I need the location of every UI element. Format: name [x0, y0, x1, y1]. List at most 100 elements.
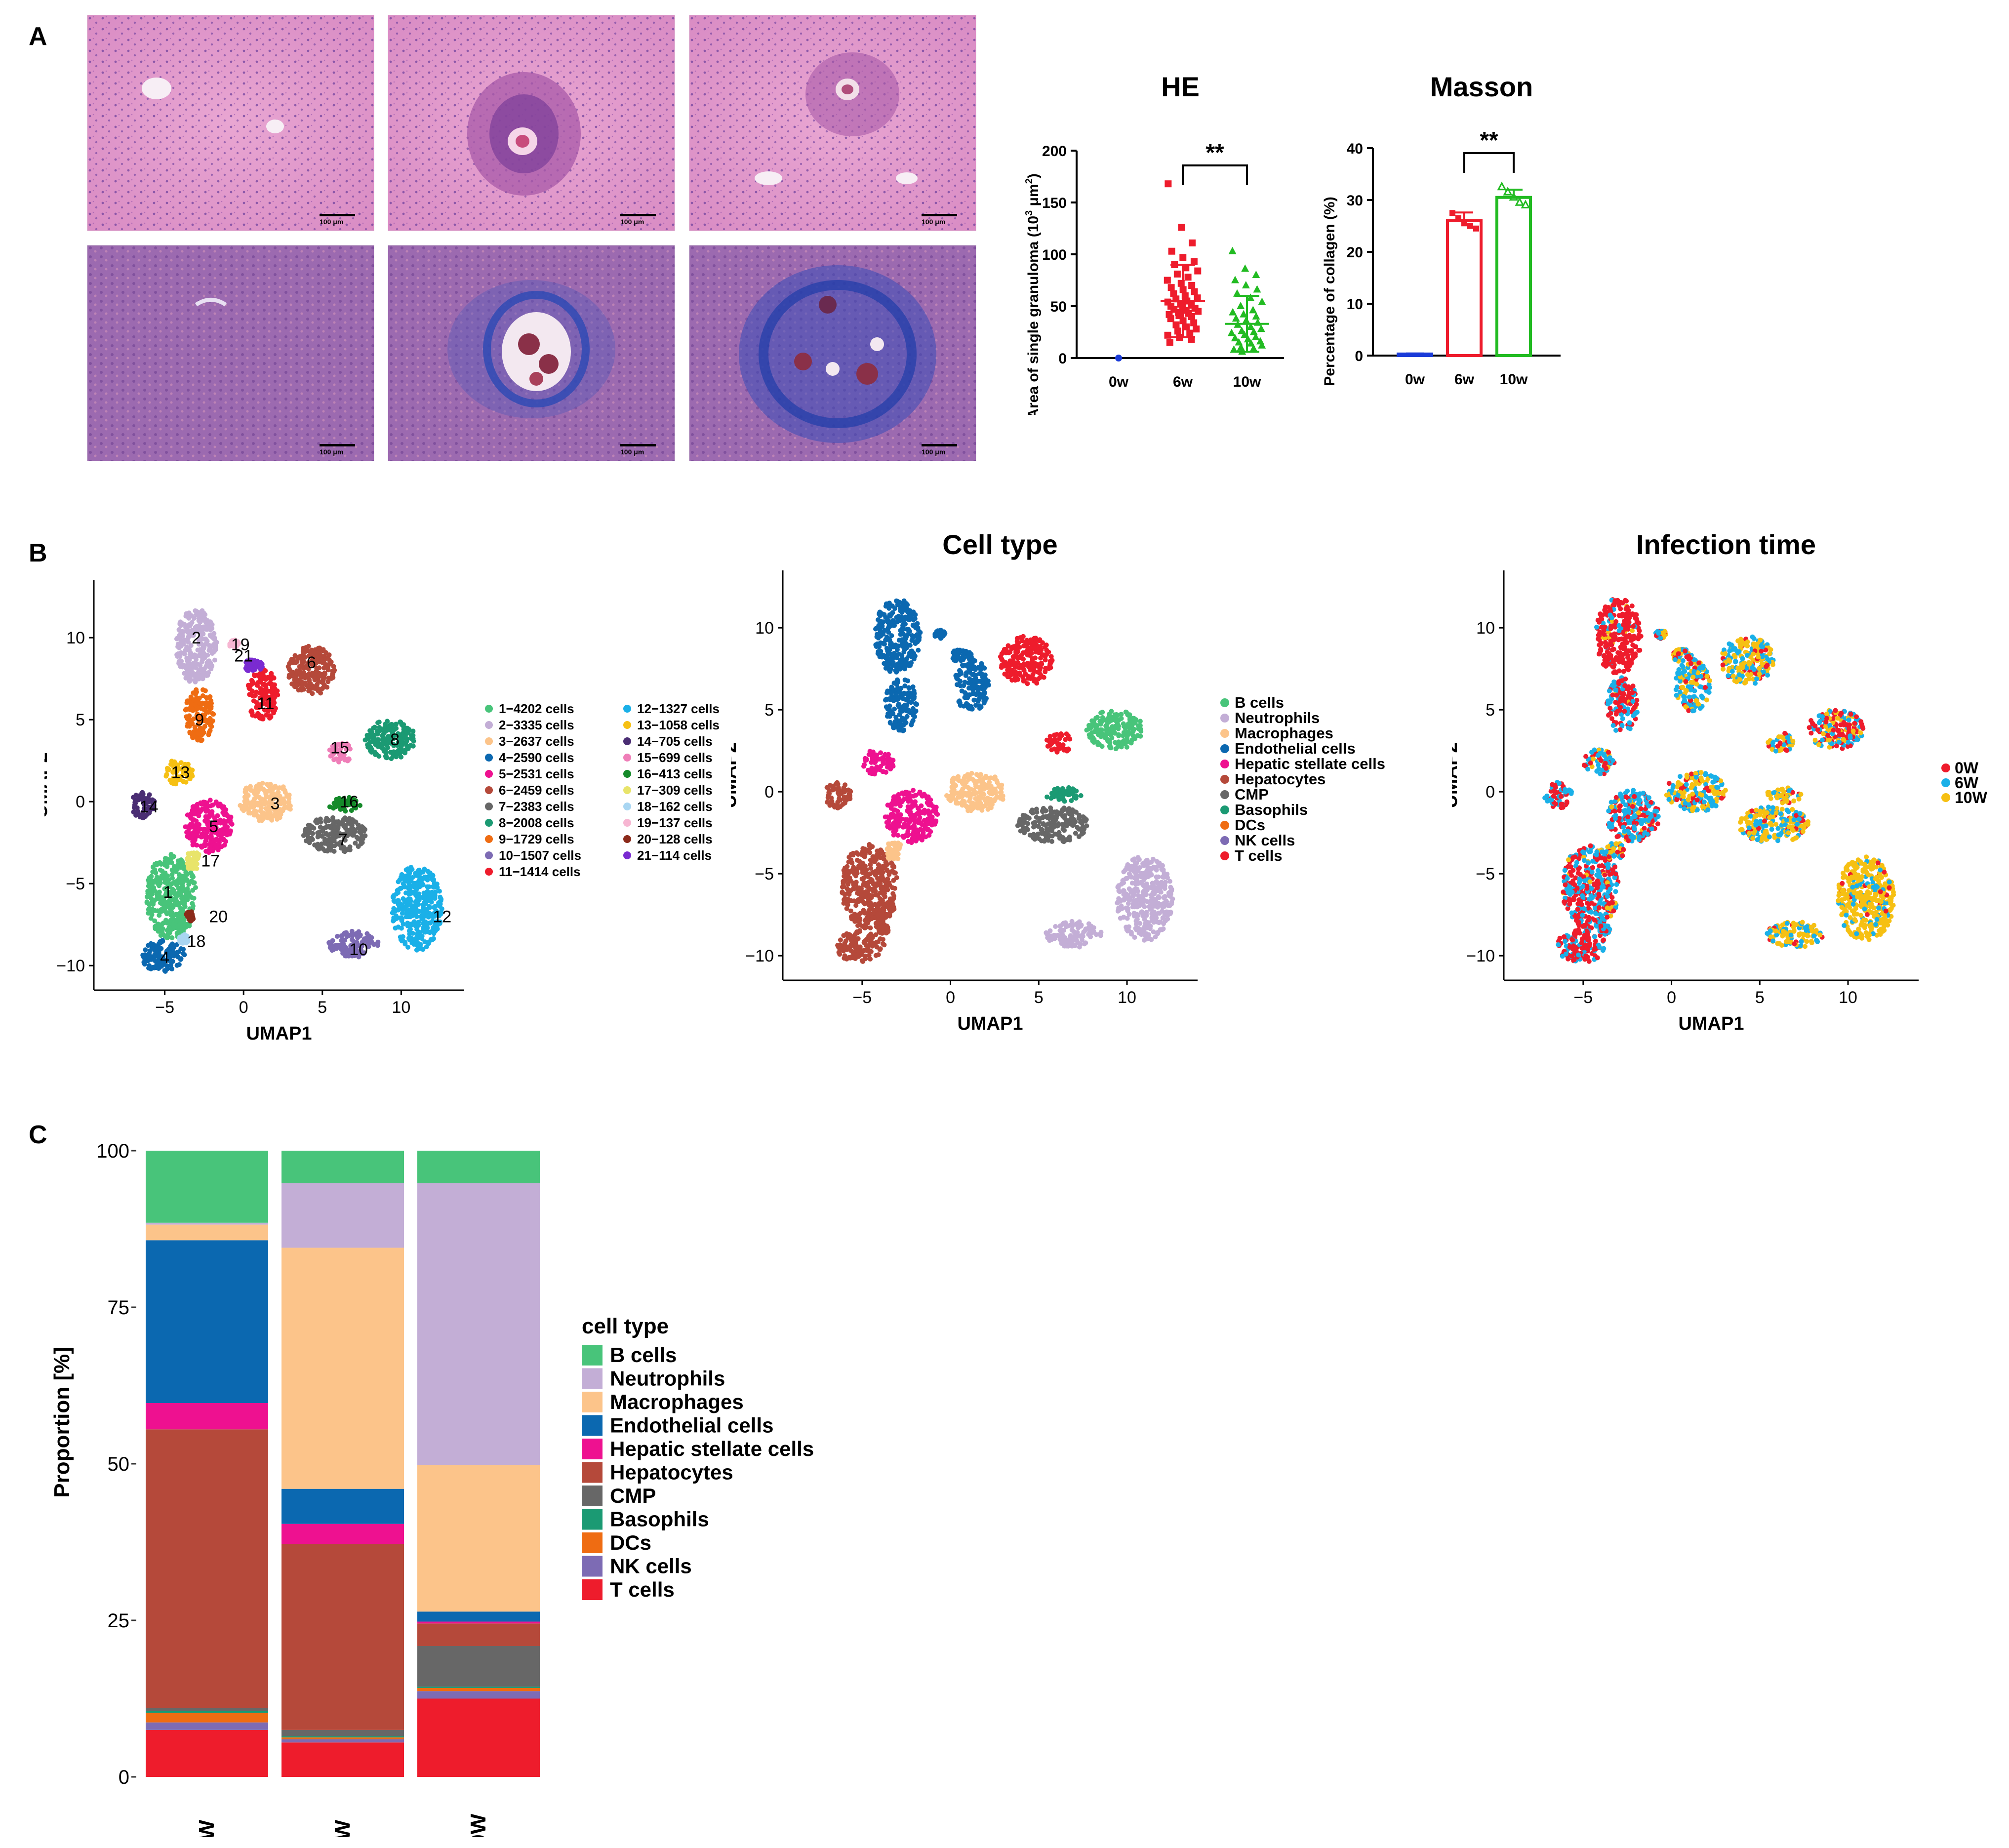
- umap-point: [191, 804, 196, 809]
- cluster-legend-swatch: [485, 803, 493, 810]
- umap-point: [306, 831, 312, 836]
- umap-point: [873, 892, 879, 898]
- umap-point: [990, 790, 995, 795]
- umap-point: [186, 706, 192, 712]
- masson-point: [1455, 215, 1461, 221]
- he-point: [1258, 341, 1266, 349]
- umap-point: [174, 867, 180, 872]
- umap-point: [146, 955, 152, 960]
- umap-point: [245, 793, 251, 798]
- umap-point: [881, 856, 886, 861]
- umap-point: [254, 689, 259, 695]
- umap-point: [376, 754, 382, 759]
- umap-point: [1079, 831, 1085, 837]
- umap-point: [177, 621, 183, 627]
- umap-point: [846, 854, 852, 860]
- umap-point: [900, 643, 905, 649]
- umap-point: [917, 815, 923, 820]
- umap-point: [979, 804, 985, 810]
- umap-point: [848, 908, 853, 914]
- umap-point: [249, 678, 254, 683]
- umap-point: [321, 680, 326, 685]
- histology-masson-6w: 100 μm: [388, 245, 675, 461]
- umap-point: [978, 772, 983, 777]
- umap-point: [262, 707, 268, 713]
- umap-point: [1020, 634, 1026, 639]
- umap-point: [396, 898, 401, 903]
- umap-point: [905, 823, 911, 829]
- umap-point: [166, 925, 172, 930]
- umap-point: [856, 948, 861, 953]
- umap-point: [1013, 674, 1019, 680]
- cluster-legend-label: 13−1058 cells: [637, 718, 720, 732]
- umap-point: [434, 908, 439, 914]
- umap-point: [881, 892, 886, 897]
- umap-point: [169, 966, 175, 971]
- umap-point: [194, 653, 199, 658]
- umap-point: [1003, 660, 1008, 665]
- umap-point: [162, 968, 168, 974]
- umap-point: [912, 691, 917, 696]
- umap-point: [1050, 823, 1055, 828]
- masson-point: [1497, 181, 1507, 191]
- scale-bar-label: 100 μm: [922, 218, 946, 226]
- umap-point: [965, 772, 970, 777]
- he-point: [1188, 282, 1196, 289]
- umap-point: [282, 790, 288, 795]
- umap-point: [399, 918, 404, 923]
- umap-point: [1037, 670, 1042, 676]
- umap-point: [876, 618, 882, 623]
- umap-y-tick-label: −10: [745, 947, 774, 965]
- umap-point: [1116, 723, 1121, 729]
- umap-point: [337, 756, 343, 761]
- umap-point: [850, 913, 855, 919]
- umap-point: [391, 893, 397, 898]
- umap-point: [188, 700, 194, 706]
- he-y-tick-label: 150: [1042, 195, 1067, 211]
- umap-point: [1021, 668, 1027, 673]
- umap-point: [194, 866, 200, 871]
- umap-point: [193, 625, 198, 630]
- umap-point: [328, 847, 334, 853]
- umap-x-tick-label: −5: [852, 988, 872, 1007]
- umap-point: [271, 802, 276, 807]
- umap-point: [886, 872, 892, 877]
- umap-point: [197, 695, 202, 701]
- umap-point: [275, 692, 281, 698]
- umap-point: [848, 888, 853, 893]
- umap-point: [238, 803, 243, 808]
- umap-point: [188, 650, 194, 656]
- umap-point: [880, 941, 885, 946]
- umap-point: [286, 800, 291, 805]
- umap-point: [159, 873, 164, 879]
- umap-point: [880, 937, 885, 942]
- he-point: [1184, 274, 1192, 281]
- umap-point: [377, 725, 382, 730]
- umap-point: [404, 737, 409, 743]
- umap-point: [195, 715, 201, 720]
- umap-point: [422, 929, 428, 935]
- umap-point: [1052, 831, 1058, 837]
- umap-point: [229, 822, 235, 827]
- umap-point: [897, 803, 903, 808]
- umap-point: [370, 733, 375, 738]
- umap-point: [185, 671, 190, 677]
- umap-point: [407, 908, 413, 913]
- umap-point: [211, 837, 217, 843]
- umap-x-tick-label: 0: [946, 988, 955, 1007]
- umap-point: [250, 713, 255, 718]
- umap-point: [152, 898, 157, 903]
- umap-point: [205, 673, 210, 678]
- umap-point: [1043, 823, 1048, 828]
- umap-point: [1119, 712, 1124, 717]
- umap-point: [289, 657, 294, 662]
- umap-point: [895, 815, 900, 821]
- umap-point: [201, 631, 206, 637]
- umap-point: [191, 837, 196, 843]
- umap-point: [1075, 825, 1080, 830]
- cluster-legend-swatch: [485, 770, 493, 778]
- umap-point: [917, 789, 923, 795]
- umap-point: [436, 903, 442, 908]
- scale-bar-label: 100 μm: [320, 448, 344, 456]
- umap-x-tick-label: 5: [1034, 988, 1044, 1007]
